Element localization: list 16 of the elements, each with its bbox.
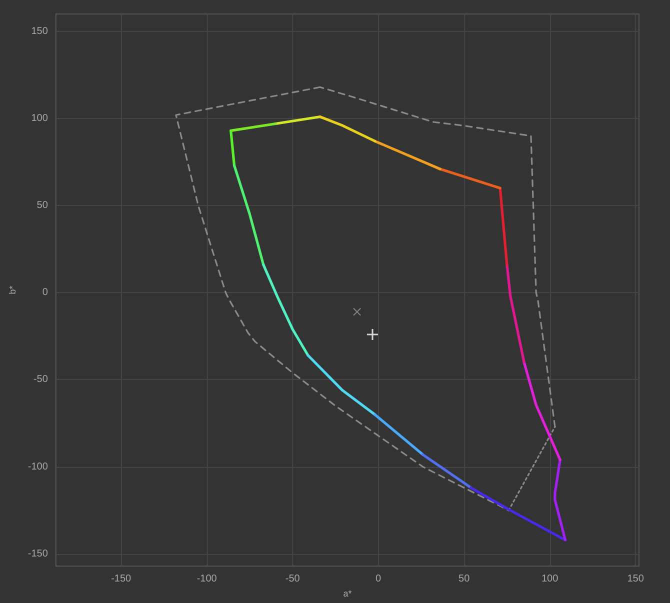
- x-tick-label: -50: [285, 574, 300, 585]
- x-axis-title: a*: [343, 588, 352, 598]
- x-tick-label: 150: [627, 574, 644, 585]
- y-tick-label: 50: [36, 200, 48, 212]
- y-tick-label: 100: [31, 113, 48, 124]
- x-tick-label: 50: [458, 574, 470, 585]
- y-tick-label: -100: [28, 461, 48, 472]
- x-tick-label: 0: [376, 574, 382, 585]
- y-tick-label: -50: [33, 374, 48, 386]
- x-tick-label: -150: [111, 574, 132, 585]
- y-tick-label: 0: [42, 287, 48, 298]
- x-tick-label: 100: [541, 574, 559, 585]
- x-tick-label: -100: [196, 574, 218, 585]
- y-tick-label: -150: [28, 548, 48, 560]
- y-tick-label: 150: [31, 26, 48, 37]
- y-axis-title: b*: [8, 285, 18, 294]
